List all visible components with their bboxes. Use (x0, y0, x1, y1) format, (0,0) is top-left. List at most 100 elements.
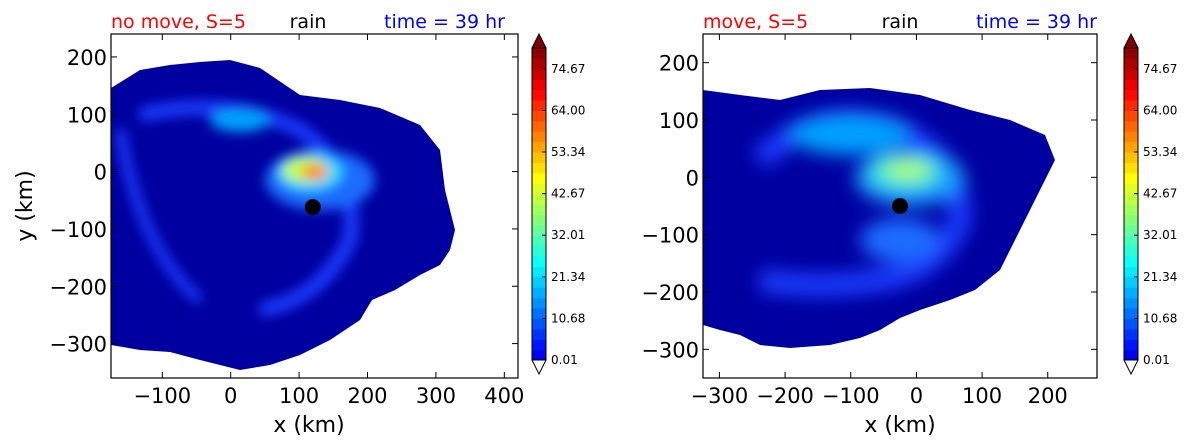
y-tick-label: −300 (641, 338, 699, 362)
colorbar-segment (532, 204, 546, 215)
colorbar-tick-label: 10.68 (551, 311, 585, 325)
colorbar-segment (532, 256, 546, 267)
x-tick-label: 200 (347, 384, 387, 408)
y-tick-label: 100 (659, 109, 699, 133)
colorbar-segment (1124, 297, 1138, 309)
y-axis-ticks: 200 100 0 −100 −200 −300 (641, 52, 1097, 362)
y-tick-label: −100 (49, 218, 107, 242)
title-left-label: no move, S=5 (111, 11, 246, 33)
colorbar-extend-min (531, 359, 547, 376)
colorbar-segment (532, 68, 546, 80)
colorbar-segment (1124, 162, 1138, 174)
colorbar-segment (1124, 214, 1138, 226)
colorbar-segment (1124, 349, 1138, 361)
colorbar-segment (1124, 256, 1138, 267)
colorbar-frame (531, 47, 547, 361)
colorbar: 0.01 10.68 21.34 32.01 42.67 53.34 64.00 74.67 (1123, 32, 1177, 376)
colorbar-segment (1124, 48, 1138, 59)
x-axis-label: x (km) (864, 413, 935, 438)
colorbar-segment (532, 308, 546, 319)
rain-cell (210, 108, 270, 132)
x-tick-label: −300 (691, 384, 749, 408)
colorbar-tick-label: 32.01 (1143, 228, 1177, 242)
title-right-label: time = 39 hr (976, 11, 1097, 33)
y-tick-label: 200 (67, 46, 107, 70)
x-tick-label: −100 (822, 384, 880, 408)
colorbar-segment (532, 235, 546, 247)
colorbar-segment (532, 183, 546, 195)
colorbar-segment (1124, 204, 1138, 215)
rain-band (115, 129, 204, 304)
plot-frame (702, 33, 1098, 379)
x-tick-label: 100 (962, 384, 1002, 408)
colorbar-segment (1124, 68, 1138, 80)
x-tick-label: 0 (224, 384, 237, 408)
x-axis-label: x (km) (273, 413, 344, 438)
colorbar-tick-label: 0.01 (551, 353, 578, 367)
rain-cell (886, 161, 930, 179)
colorbar-tick-label: 21.34 (1143, 270, 1177, 284)
colorbar-tick-label: 21.34 (551, 270, 585, 284)
colorbar-segment (1124, 266, 1138, 278)
colorbar-segment (532, 110, 546, 122)
colorbar-segment (1124, 235, 1138, 247)
colorbar-segment (532, 120, 546, 132)
colorbar-segment (1124, 131, 1138, 143)
x-tick-label: −100 (133, 384, 191, 408)
colorbar-tick-label: 10.68 (1143, 311, 1177, 325)
y-axis-ticks: 200 100 0 −100 −200 −300 (49, 46, 518, 357)
x-tick-label: 0 (910, 384, 923, 408)
colorbar-tick-label: 32.01 (551, 228, 585, 242)
colorbar-segment (1124, 245, 1138, 257)
panel-left: no move, S=5 rain time = 39 hr −100 0 100 2… (13, 11, 585, 438)
colorbar-extend-max (531, 32, 547, 49)
panel-right: move, S=5 rain time = 39 hr −300 −200 −100… (641, 11, 1177, 438)
rain-intensity-layer (752, 109, 972, 296)
title-left-label: move, S=5 (703, 11, 808, 33)
plot-frame (110, 33, 519, 379)
x-axis-ticks: −100 0 100 200 300 400 (133, 34, 524, 408)
colorbar-segment (532, 266, 546, 278)
colorbar-segment (532, 48, 546, 59)
colorbar: 0.01 10.68 21.34 32.01 42.67 53.34 64.00 74.67 (531, 32, 585, 376)
colorbar-segment (532, 141, 546, 153)
y-axis-label: y (km) (13, 170, 38, 241)
colorbar-segment (532, 131, 546, 143)
colorbar-segment (1124, 152, 1138, 163)
colorbar-tick-label: 64.00 (1143, 103, 1177, 117)
colorbar-segment (1124, 110, 1138, 122)
title-center-label: rain (882, 11, 919, 33)
colorbar-segment (1124, 308, 1138, 319)
title-right-label: time = 39 hr (384, 11, 505, 33)
colorbar-segment (1124, 328, 1138, 340)
colorbar-segment (532, 100, 546, 111)
colorbar-segment (1124, 276, 1138, 288)
colorbar-segment (532, 152, 546, 163)
y-tick-label: 0 (686, 166, 699, 190)
x-tick-label: 100 (279, 384, 319, 408)
rain-field (703, 88, 1055, 348)
colorbar-segment (532, 287, 546, 299)
colorbar-segment (1124, 120, 1138, 132)
x-tick-label: −200 (756, 384, 814, 408)
colorbar-segment (1124, 183, 1138, 195)
colorbar-segment (1124, 100, 1138, 111)
x-axis-ticks: −300 −200 −100 0 100 200 (691, 34, 1068, 408)
y-tick-label: −200 (641, 281, 699, 305)
colorbar-segment (1124, 339, 1138, 351)
colorbar-segment (1124, 287, 1138, 299)
colorbar-tick-label: 42.67 (1143, 187, 1177, 201)
colorbar-tick-label: 53.34 (1143, 145, 1177, 159)
colorbar-segment (532, 79, 546, 91)
colorbar-segment (532, 58, 546, 70)
colorbar-segment (532, 162, 546, 174)
colorbar-extend-max (1123, 32, 1139, 49)
colorbar-tick-label: 53.34 (551, 145, 585, 159)
colorbar-segment (1124, 79, 1138, 91)
x-tick-label: 300 (416, 384, 456, 408)
colorbar-segment (1124, 141, 1138, 153)
colorbar-segment (532, 339, 546, 351)
colorbar-segment (532, 297, 546, 309)
colorbar-tick-label: 0.01 (1143, 353, 1170, 367)
